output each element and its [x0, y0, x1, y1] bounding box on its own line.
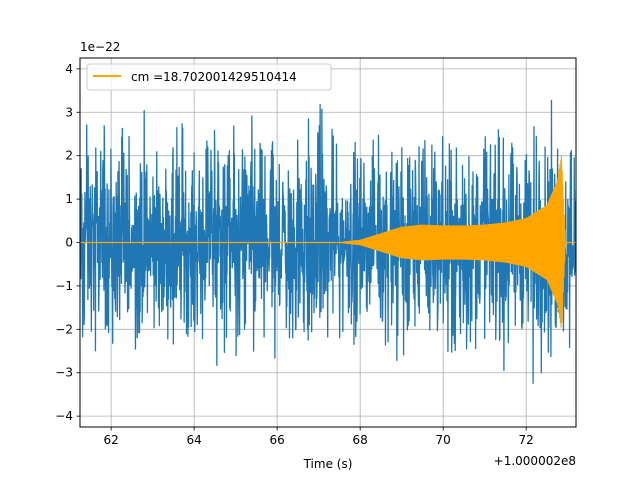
legend: cm =18.702001429510414 [86, 63, 332, 91]
y-tick-label: 2 [65, 149, 73, 163]
x-axis-label: Time (s) [303, 457, 353, 471]
y-tick-label: 4 [65, 62, 73, 76]
x-tick-label: 68 [353, 433, 368, 447]
y-tick-label: 0 [65, 236, 73, 250]
template-series-line [80, 155, 576, 328]
series-layer [80, 99, 576, 384]
x-tick-label: 64 [187, 433, 202, 447]
legend-entry-label: cm =18.702001429510414 [131, 70, 297, 84]
x-tick-label: 66 [270, 433, 285, 447]
x-tick-label: 62 [103, 433, 118, 447]
y-tick-label: 3 [65, 105, 73, 119]
x-tick-label: 72 [519, 433, 534, 447]
y-tick-label: −3 [55, 366, 73, 380]
y-tick-label: −1 [55, 279, 73, 293]
y-tick-label: 1 [65, 192, 73, 206]
y-scale-label: 1e−22 [80, 40, 120, 54]
x-tick-label: 70 [436, 433, 451, 447]
y-tick-label: −4 [55, 409, 73, 423]
tick-layer: 62 64 66 68 70 72 −4 −3 −2 −1 0 1 2 3 4 [55, 62, 534, 447]
y-tick-label: −2 [55, 322, 73, 336]
x-offset-label: +1.000002e8 [494, 454, 576, 468]
noise-series-line [80, 99, 576, 384]
legend-frame [86, 63, 332, 91]
